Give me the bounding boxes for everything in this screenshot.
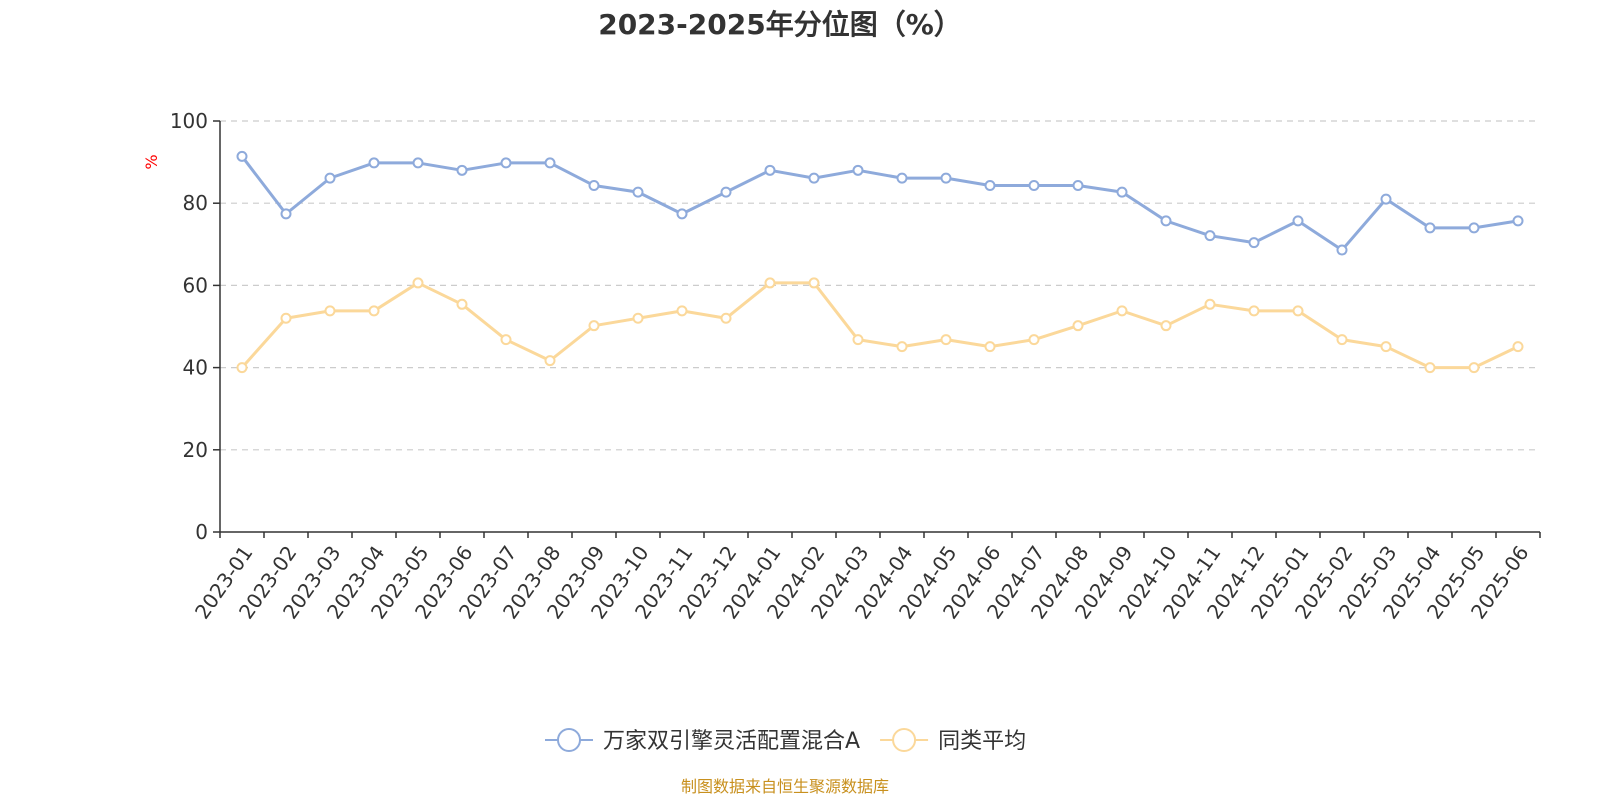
y-tick-label: 20 [183, 438, 208, 462]
data-point [500, 334, 512, 346]
data-point [1028, 334, 1040, 346]
legend-item: 万家双引擎灵活配置混合A [545, 728, 860, 754]
grid-lines [220, 120, 1540, 451]
data-point [940, 172, 952, 184]
y-tick-label: 60 [183, 273, 208, 297]
data-point [456, 298, 468, 310]
series-line [240, 155, 1519, 252]
data-point [544, 355, 556, 367]
data-point [984, 180, 996, 192]
data-point [896, 341, 908, 353]
y-axis-unit-label: % [142, 154, 161, 169]
data-point [676, 208, 688, 220]
data-point [720, 186, 732, 198]
data-point [852, 334, 864, 346]
data-point [236, 150, 248, 162]
data-point [1072, 320, 1084, 332]
data-point [1424, 222, 1436, 234]
data-point [1160, 320, 1172, 332]
data-point [940, 334, 952, 346]
data-point [1468, 362, 1480, 374]
data-point [1028, 180, 1040, 192]
data-point [368, 157, 380, 169]
chart-title: 2023-2025年分位图（%） [598, 8, 962, 41]
data-point [1248, 237, 1260, 249]
data-point [1204, 298, 1216, 310]
data-point [280, 208, 292, 220]
data-point [500, 157, 512, 169]
data-point [1512, 215, 1524, 227]
data-point [544, 157, 556, 169]
legend: 万家双引擎灵活配置混合A 同类平均 [545, 728, 1026, 754]
data-point [896, 172, 908, 184]
data-point [1072, 180, 1084, 192]
data-point [676, 305, 688, 317]
data-point [1468, 222, 1480, 234]
legend-marker [892, 728, 917, 752]
data-point [1424, 362, 1436, 374]
data-point [1512, 341, 1524, 353]
data-point [764, 277, 776, 289]
data-point [720, 312, 732, 324]
data-point [852, 164, 864, 176]
legend-item: 同类平均 [880, 728, 1026, 754]
data-point [1380, 341, 1392, 353]
data-point [588, 320, 600, 332]
data-point [632, 312, 644, 324]
legend-label: 万家双引擎灵活配置混合A [603, 729, 860, 754]
series-line [240, 281, 1519, 370]
data-point [368, 305, 380, 317]
data-point [808, 172, 820, 184]
data-point [236, 362, 248, 374]
data-point [588, 180, 600, 192]
y-tick-label: 40 [183, 356, 208, 380]
data-point [632, 186, 644, 198]
series-2 [236, 277, 1524, 374]
data-point [324, 305, 336, 317]
data-point [1160, 215, 1172, 227]
data-point [324, 172, 336, 184]
data-point [1336, 244, 1348, 256]
data-point [1116, 186, 1128, 198]
data-point [808, 277, 820, 289]
data-point [412, 157, 424, 169]
data-point [1248, 305, 1260, 317]
series-1 [236, 150, 1524, 256]
y-tick-label: 100 [170, 109, 208, 133]
data-point [280, 312, 292, 324]
data-point [1292, 305, 1304, 317]
data-point [984, 341, 996, 353]
data-point [1380, 193, 1392, 205]
data-point [412, 277, 424, 289]
legend-label: 同类平均 [938, 729, 1026, 754]
axes: 0204060801002023-012023-022023-032023-04… [170, 109, 1541, 623]
legend-marker [557, 728, 581, 752]
data-point [1336, 334, 1348, 346]
data-source-note: 制图数据来自恒生聚源数据库 [681, 777, 889, 796]
data-point [764, 164, 776, 176]
data-point [1116, 305, 1128, 317]
data-point [456, 164, 468, 176]
series-lines [236, 150, 1524, 374]
data-point [1292, 215, 1304, 227]
y-tick-label: 0 [195, 520, 208, 544]
y-tick-label: 80 [183, 191, 208, 215]
data-point [1204, 230, 1216, 242]
